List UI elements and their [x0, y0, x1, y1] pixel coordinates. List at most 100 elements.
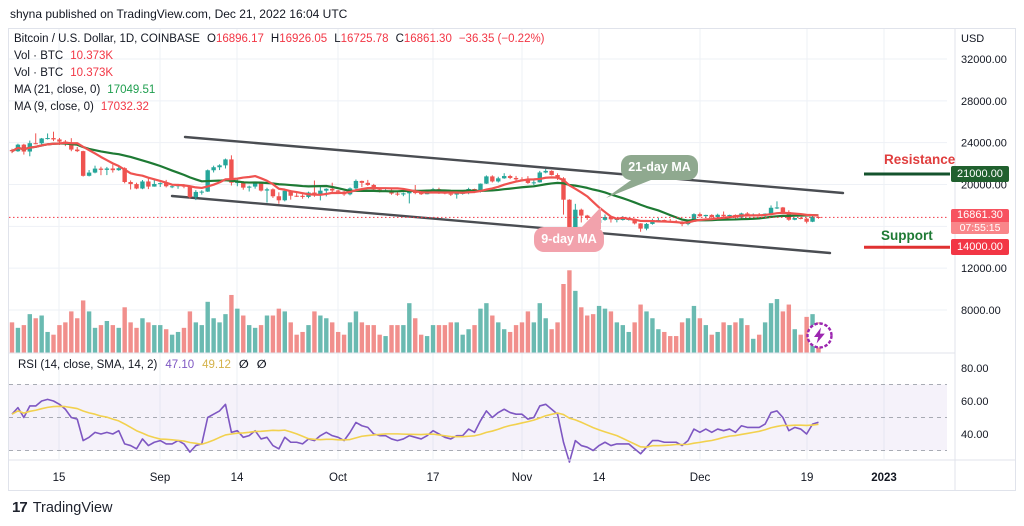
ohlc-low-value: 16725.78	[340, 33, 389, 45]
volume-bar	[472, 325, 477, 353]
volume-bar	[146, 322, 151, 353]
price-axis-title: USD	[961, 33, 984, 45]
volume-bar	[258, 325, 264, 353]
volume-bar	[567, 270, 572, 353]
volume-bar	[21, 325, 27, 353]
volume-series[interactable]	[9, 270, 821, 353]
volume-bar	[691, 305, 697, 353]
time-axis-label[interactable]: Sep	[150, 472, 170, 484]
candle-body	[697, 214, 703, 217]
ma9-line[interactable]	[11, 141, 819, 224]
boost-flash-button[interactable]	[804, 320, 835, 351]
time-axis-label[interactable]: 15	[53, 472, 66, 484]
volume-bar	[80, 300, 86, 353]
volume-label: Vol · BTC	[14, 50, 64, 62]
legend-volume-row-1[interactable]: Vol · BTC 10.373K	[14, 48, 545, 65]
ma9-label: MA (9, close, 0)	[14, 101, 94, 113]
volume-bar	[626, 331, 631, 353]
price-axis-label[interactable]: 32000.00	[961, 54, 1007, 66]
legend-volume-row-2[interactable]: Vol · BTC 10.373K	[14, 65, 545, 82]
candle-body	[537, 172, 542, 183]
channel-trendline[interactable]	[183, 135, 845, 195]
volume-bar	[549, 329, 554, 353]
ma21-line[interactable]	[11, 142, 819, 222]
rsi-axis-label[interactable]: 60.00	[961, 396, 989, 408]
volume-bar	[158, 325, 163, 353]
volume-bar	[193, 322, 199, 353]
support-label[interactable]: Support	[881, 228, 933, 243]
volume-bar	[466, 329, 471, 353]
volume-bar	[15, 327, 21, 353]
time-axis-label[interactable]: 14	[593, 472, 606, 484]
price-axis-label[interactable]: 8000.00	[961, 305, 1001, 317]
volume-bar	[585, 315, 590, 353]
rsi-legend[interactable]: RSI (14, close, SMA, 14, 2) 47.10 49.12 ∅ ∅	[18, 357, 267, 371]
candle-body	[632, 219, 637, 224]
candle-body	[163, 183, 169, 187]
candle-body	[229, 159, 234, 183]
volume-bar	[318, 315, 323, 353]
candle-body	[602, 217, 608, 220]
volume-bar	[324, 318, 329, 353]
price-axis-label[interactable]: 20000.00	[961, 179, 1007, 191]
candle-body	[324, 188, 329, 191]
volume-bar	[9, 322, 15, 353]
time-axis-label[interactable]: 19	[801, 472, 814, 484]
resistance-label[interactable]: Resistance	[884, 152, 956, 167]
candle-body	[608, 217, 614, 220]
candle-body	[561, 178, 566, 200]
candle-body	[454, 193, 459, 195]
price-axis-label[interactable]: 24000.00	[961, 138, 1007, 150]
time-axis-label[interactable]: 2023	[871, 472, 897, 484]
time-axis-label[interactable]: Oct	[329, 472, 348, 484]
volume-bar	[312, 311, 317, 353]
resistance-price-badge[interactable]: 21000.00	[951, 166, 1009, 182]
channel-trendline[interactable]	[170, 194, 832, 255]
time-axis-label[interactable]: Dec	[690, 472, 711, 484]
bar-countdown: 07:55:15	[951, 222, 1009, 234]
volume-bar	[762, 322, 768, 353]
volume-bar	[341, 334, 347, 353]
volume-bar	[229, 294, 234, 353]
time-axis-label[interactable]: 14	[231, 472, 244, 484]
volume-bar	[774, 299, 780, 353]
volume-bar	[401, 325, 406, 353]
rsi-sma-line[interactable]	[11, 405, 819, 449]
volume-bar	[751, 338, 756, 353]
volume-bar	[733, 322, 738, 353]
ma21-callout-bubble[interactable]: 21-day MA	[621, 155, 698, 180]
volume-bar	[211, 318, 216, 353]
price-axis-label[interactable]: 12000.00	[961, 263, 1007, 275]
ma9-callout-bubble[interactable]: 9-day MA	[534, 227, 604, 252]
volume-bar	[579, 307, 584, 353]
volume-bar	[685, 318, 691, 353]
volume-bar	[383, 336, 388, 353]
legend-ma21-row[interactable]: MA (21, close, 0) 17049.51	[14, 82, 545, 99]
volume-bar	[555, 322, 560, 353]
candle-body	[715, 214, 720, 218]
rsi-axis-label[interactable]: 40.00	[961, 429, 989, 441]
candle-body	[39, 138, 44, 144]
candle-body	[223, 159, 228, 166]
time-axis-label[interactable]: Nov	[512, 472, 533, 484]
ohlc-high-label: H	[270, 33, 280, 45]
candle-body	[401, 193, 406, 195]
footer-brand[interactable]: 17 TradingView	[12, 499, 112, 516]
volume-bar	[86, 311, 92, 353]
rsi-axis-label[interactable]: 80.00	[961, 363, 989, 375]
support-price-badge[interactable]: 14000.00	[951, 239, 1009, 255]
last-price-badge[interactable]: 16861.30 07:55:15	[951, 209, 1009, 234]
candle-body	[774, 207, 780, 209]
volume-bar	[513, 325, 519, 353]
candle-body	[128, 181, 133, 185]
candle-body	[768, 207, 774, 214]
legend-ma9-row[interactable]: MA (9, close, 0) 17032.32	[14, 99, 545, 116]
time-axis-label[interactable]: 17	[427, 472, 440, 484]
legend-symbol-row[interactable]: Bitcoin / U.S. Dollar, 1D, COINBASE O1689…	[14, 31, 545, 48]
candle-body	[579, 209, 584, 216]
candle-body	[33, 143, 38, 145]
volume-bar	[69, 311, 74, 353]
price-axis-label[interactable]: 28000.00	[961, 96, 1007, 108]
candle-body	[211, 167, 216, 171]
